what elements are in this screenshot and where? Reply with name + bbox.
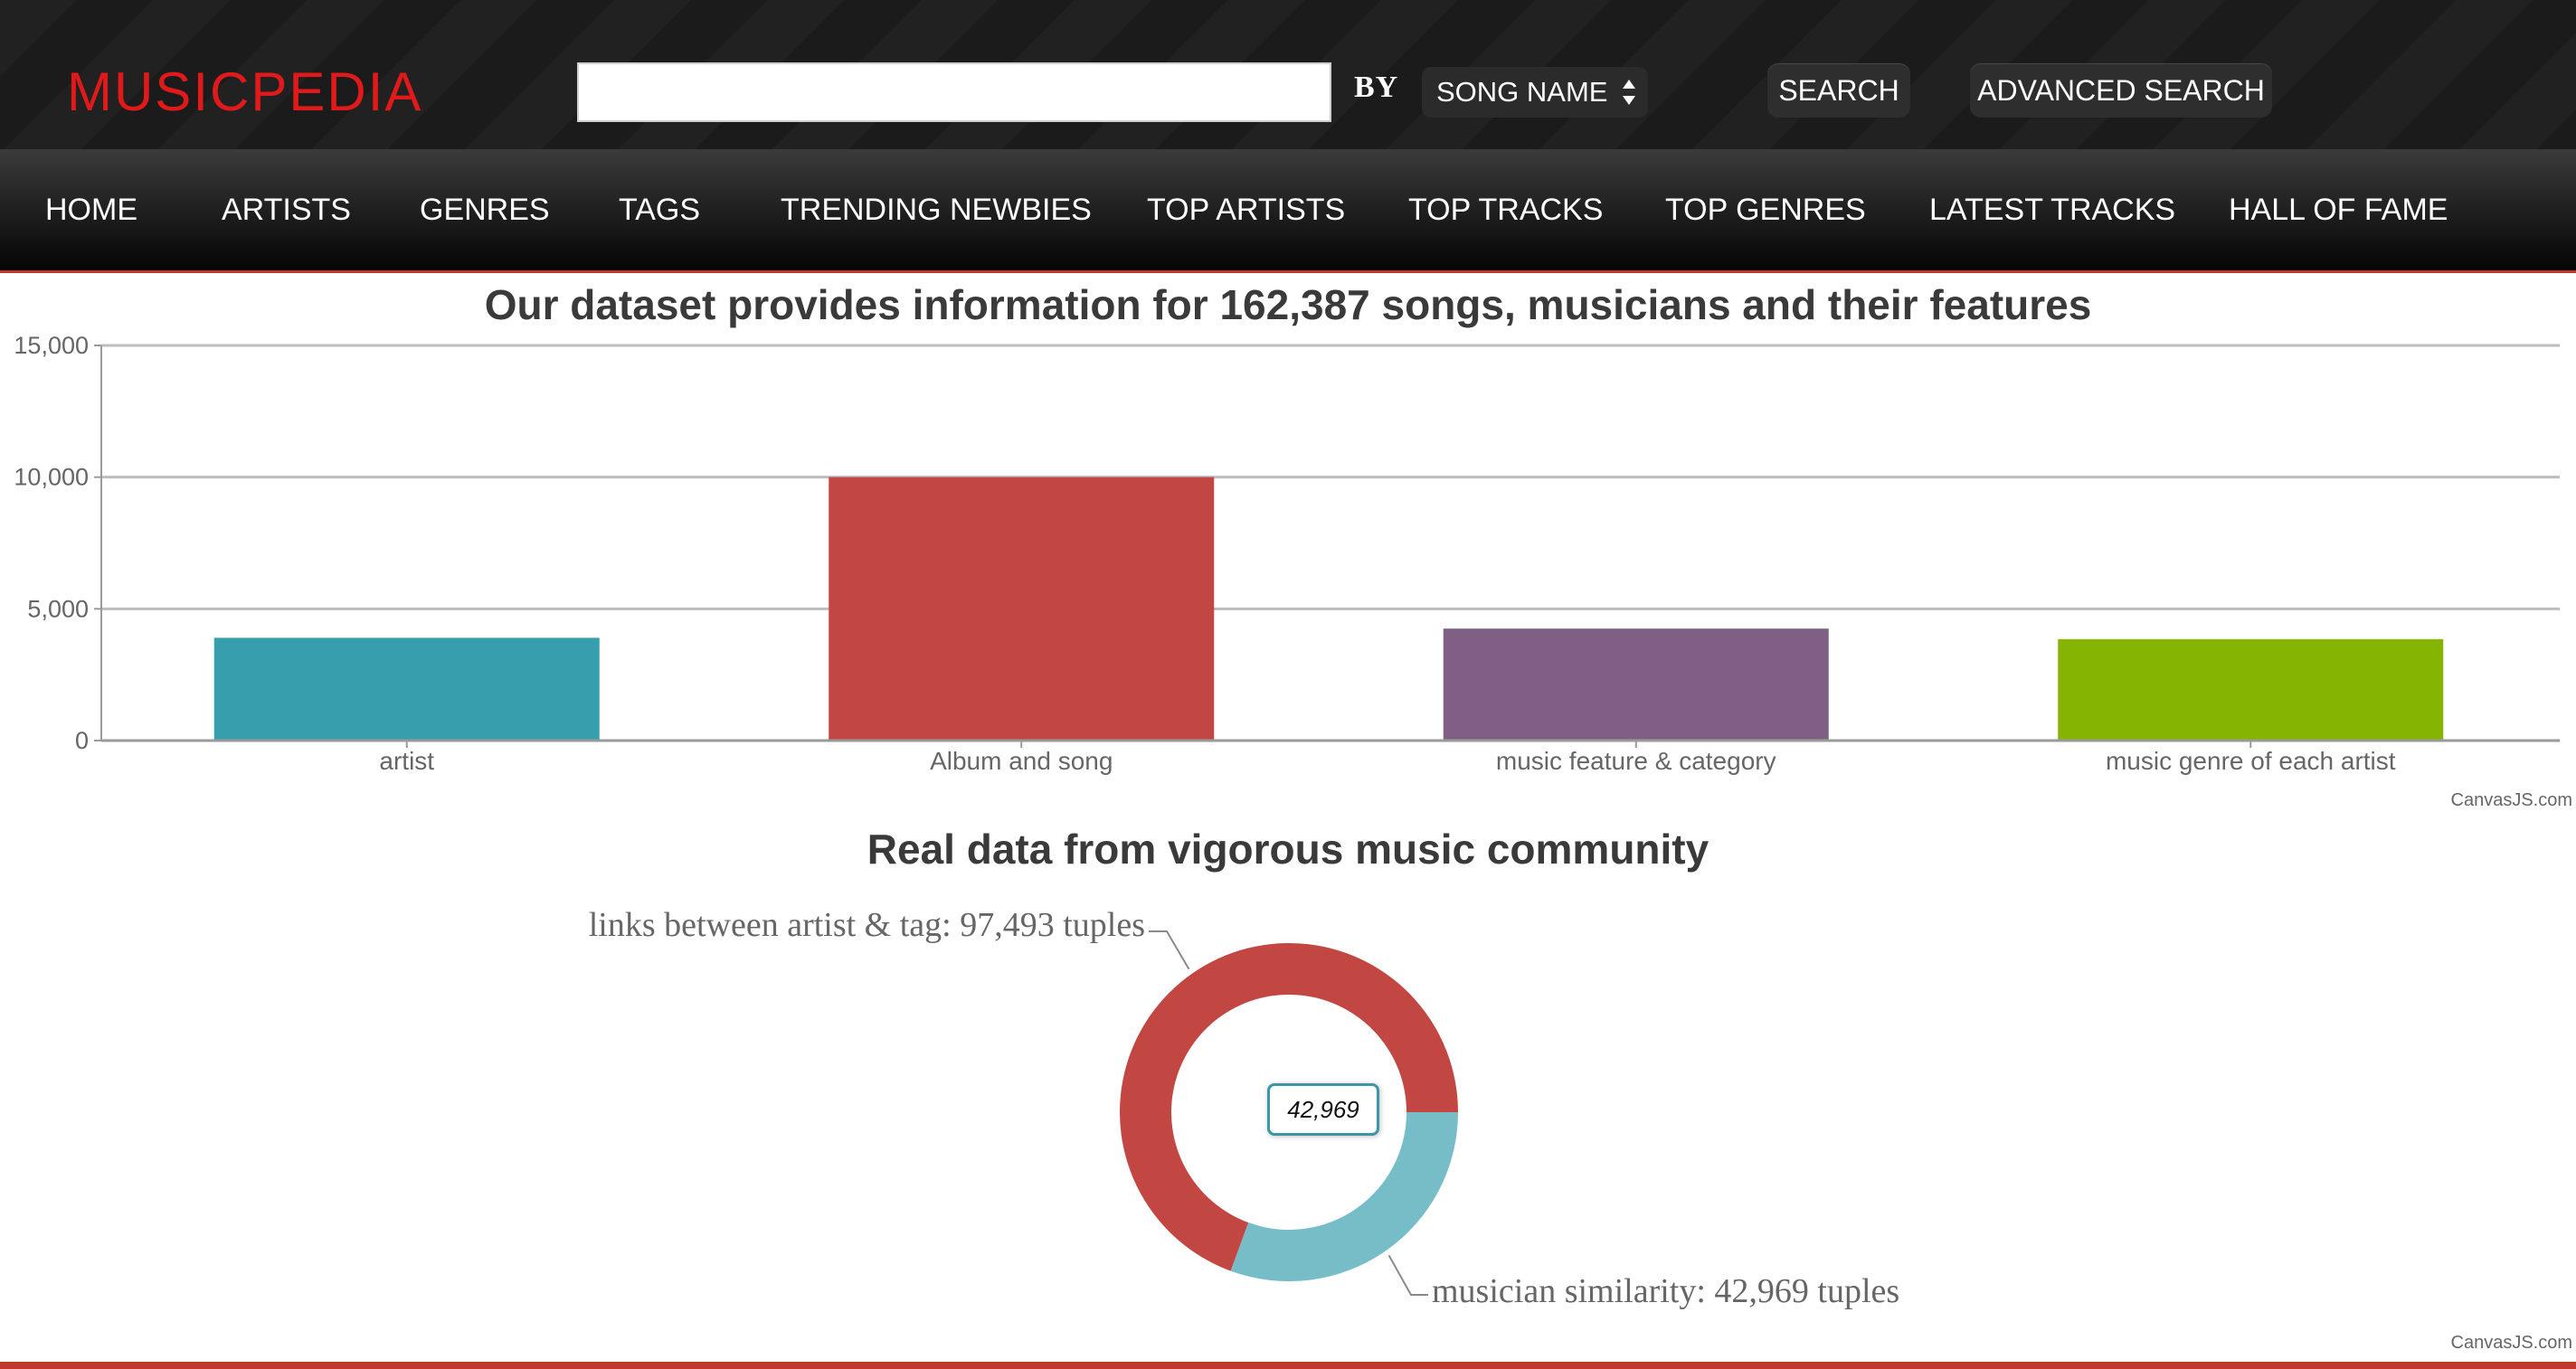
bar-chart-credit[interactable]: CanvasJS.com [2450, 790, 2573, 810]
y-tick-label: 5,000 [27, 595, 89, 622]
search-by-select-value: SONG NAME [1436, 76, 1608, 108]
pie-chart-credit[interactable]: CanvasJS.com [2450, 1333, 2573, 1353]
nav-item-latest-tracks[interactable]: LATEST TRACKS [1929, 193, 2176, 227]
y-tick-label: 0 [75, 727, 89, 754]
main-nav: HOME ARTISTS GENRES TAGS TRENDING NEWBIE… [0, 149, 2576, 273]
bar [213, 637, 600, 741]
nav-item-trending-newbies[interactable]: TRENDING NEWBIES [781, 193, 1092, 227]
y-tick-label: 10,000 [14, 464, 89, 491]
slice-label: links between artist & tag: 97,493 tuple… [589, 906, 1145, 944]
top-header: MUSICPEDIA BY SONG NAME SEARCH ADVANCED … [0, 0, 2576, 149]
nav-item-top-tracks[interactable]: TOP TRACKS [1408, 193, 1604, 227]
search-input[interactable] [577, 62, 1331, 122]
bar [1443, 628, 1829, 741]
by-label: BY [1354, 71, 1399, 104]
slice-label-connector [1387, 1254, 1428, 1296]
x-tick-label: music genre of each artist [2106, 747, 2396, 775]
nav-item-home[interactable]: HOME [45, 193, 137, 227]
y-tick-label: 15,000 [14, 332, 89, 359]
x-tick-label: artist [379, 747, 434, 775]
select-arrows-icon [1623, 80, 1635, 105]
bottom-accent-line [0, 1362, 2576, 1369]
nav-item-genres[interactable]: GENRES [420, 193, 550, 227]
nav-item-top-artists[interactable]: TOP ARTISTS [1147, 193, 1346, 227]
slice-label: musician similarity: 42,969 tuples [1432, 1272, 1899, 1310]
bar [829, 477, 1215, 741]
bar-chart-title: Our dataset provides information for 162… [484, 281, 2092, 328]
search-button[interactable]: SEARCH [1767, 63, 1910, 118]
nav-item-top-genres[interactable]: TOP GENRES [1665, 193, 1866, 227]
doughnut-slice [1230, 1112, 1458, 1281]
doughnut-chart: links between artist & tag: 97,493 tuple… [589, 906, 1899, 1310]
chart-tooltip: 42,969 [1267, 1083, 1379, 1136]
nav-item-tags[interactable]: TAGS [619, 193, 701, 227]
slice-label-connector [1149, 930, 1190, 970]
bar [2058, 638, 2444, 741]
x-tick-label: Album and song [930, 747, 1113, 775]
nav-item-hall-of-fame[interactable]: HALL OF FAME [2229, 193, 2448, 227]
pie-chart-title: Real data from vigorous music community [867, 826, 1709, 873]
bar-chart: 0 5,000 10,000 15,000 artist Album and song mu… [14, 332, 2560, 775]
x-tick-label: music feature & category [1496, 747, 1776, 775]
advanced-search-button[interactable]: ADVANCED SEARCH [1970, 63, 2272, 118]
nav-item-artists[interactable]: ARTISTS [222, 193, 351, 227]
doughnut-slice [1120, 943, 1458, 1271]
site-logo[interactable]: MUSICPEDIA [67, 61, 423, 122]
search-by-select[interactable]: SONG NAME [1422, 67, 1648, 118]
